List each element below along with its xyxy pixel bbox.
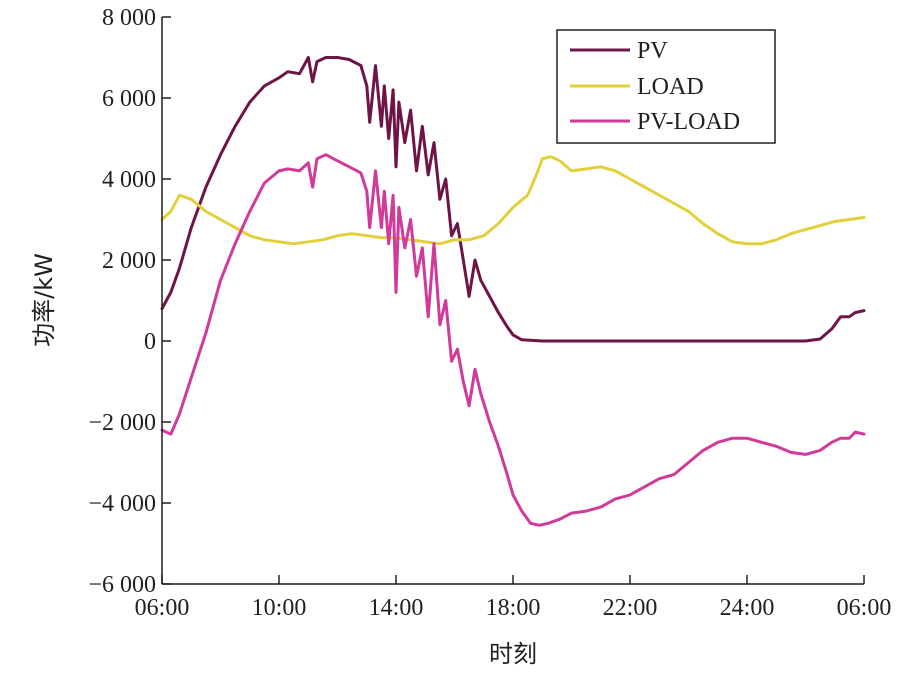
x-tick-label: 06:00 bbox=[837, 595, 892, 621]
y-tick-label: −4 000 bbox=[88, 491, 156, 517]
series-line-pv-load bbox=[160, 153, 866, 527]
y-tick-label: 6 000 bbox=[102, 86, 156, 112]
y-axis-title: 功率/kW bbox=[30, 253, 58, 347]
legend-label-load: LOAD bbox=[637, 74, 704, 100]
x-tick-label: 14:00 bbox=[369, 595, 424, 621]
legend: PV LOAD PV-LOAD bbox=[556, 29, 776, 144]
x-tick-label: 06:00 bbox=[135, 595, 190, 621]
y-tick-label: −2 000 bbox=[88, 410, 156, 436]
plot-lines bbox=[160, 56, 866, 527]
y-tick-label: 2 000 bbox=[102, 248, 156, 274]
series-line-pv bbox=[160, 56, 866, 343]
y-tick-label: 4 000 bbox=[102, 167, 156, 193]
x-tick-label: 18:00 bbox=[486, 595, 541, 621]
legend-label-pv-load: PV-LOAD bbox=[637, 109, 740, 135]
ticks: −6 000 −4 000 −2 000 0 2 000 4 000 6 000 8 000 0… bbox=[88, 5, 891, 621]
y-tick-label: −6 000 bbox=[88, 572, 156, 598]
series-line-load bbox=[160, 155, 866, 246]
y-tick-label: 0 bbox=[144, 329, 156, 355]
x-tick-label: 22:00 bbox=[603, 595, 658, 621]
x-tick-label: 24:00 bbox=[720, 595, 775, 621]
x-tick-label: 10:00 bbox=[252, 595, 307, 621]
legend-label-pv: PV bbox=[637, 38, 668, 64]
y-tick-label: 8 000 bbox=[102, 5, 156, 31]
x-axis-title: 时刻 bbox=[489, 640, 537, 668]
